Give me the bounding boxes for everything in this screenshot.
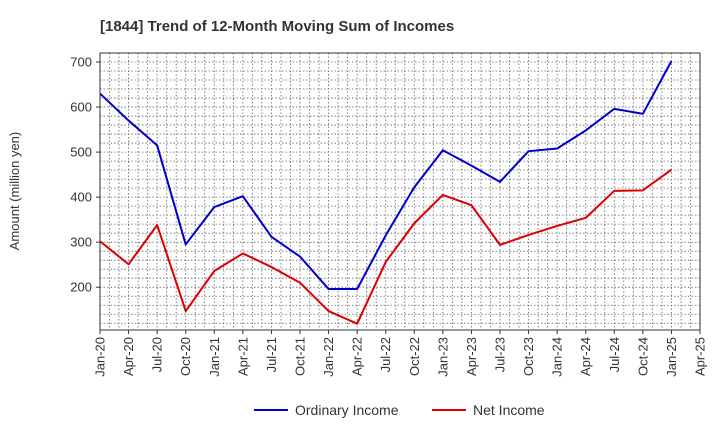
x-tick-label: Jul-22 bbox=[378, 337, 393, 372]
x-tick-label: Oct-20 bbox=[178, 337, 193, 376]
x-tick-label: Apr-20 bbox=[121, 337, 136, 376]
chart-title: [1844] Trend of 12-Month Moving Sum of I… bbox=[100, 18, 454, 35]
x-tick-label: Jul-21 bbox=[264, 337, 279, 372]
x-tick-label: Jul-24 bbox=[607, 337, 622, 372]
x-tick-label: Jul-20 bbox=[150, 337, 165, 372]
x-tick-label: Oct-22 bbox=[407, 337, 422, 376]
y-tick-label: 700 bbox=[70, 55, 92, 70]
y-tick-label: 300 bbox=[70, 235, 92, 250]
x-tick-label: Jan-23 bbox=[435, 337, 450, 377]
legend-label-ordinary-income: Ordinary Income bbox=[295, 402, 399, 418]
plot-frame bbox=[99, 52, 701, 331]
legend-label-net-income: Net Income bbox=[473, 402, 545, 418]
y-tick-label: 400 bbox=[70, 190, 92, 205]
x-tick-label: Jan-22 bbox=[321, 337, 336, 377]
x-tick-label: Apr-25 bbox=[693, 337, 708, 376]
x-tick-label: Apr-23 bbox=[464, 337, 479, 376]
x-tick-label: Jan-24 bbox=[550, 337, 565, 377]
series-layer bbox=[99, 60, 673, 325]
grid bbox=[100, 53, 700, 330]
y-axis-ticks: 200 300 400 500 600 700 bbox=[70, 55, 100, 295]
x-axis-ticks: Jan-20 Apr-20 Jul-20 Oct-20 Jan-21 Apr-21 Jul-… bbox=[93, 330, 708, 377]
y-axis-label: Amount (million yen) bbox=[7, 132, 22, 251]
legend: Ordinary Income Net Income bbox=[254, 402, 545, 418]
series-line-net-income bbox=[99, 168, 673, 325]
series-line-ordinary-income bbox=[99, 60, 673, 291]
x-tick-label: Oct-24 bbox=[635, 337, 650, 376]
x-tick-label: Oct-23 bbox=[521, 337, 536, 376]
y-tick-label: 600 bbox=[70, 100, 92, 115]
x-tick-label: Jan-20 bbox=[93, 337, 108, 377]
x-tick-label: Apr-24 bbox=[578, 337, 593, 376]
x-tick-label: Jul-23 bbox=[493, 337, 508, 372]
x-tick-label: Jan-25 bbox=[664, 337, 679, 377]
x-tick-label: Oct-21 bbox=[293, 337, 308, 376]
y-tick-label: 500 bbox=[70, 145, 92, 160]
y-tick-label: 200 bbox=[70, 280, 92, 295]
x-tick-label: Apr-22 bbox=[350, 337, 365, 376]
x-tick-label: Jan-21 bbox=[207, 337, 222, 377]
x-tick-label: Apr-21 bbox=[235, 337, 250, 376]
